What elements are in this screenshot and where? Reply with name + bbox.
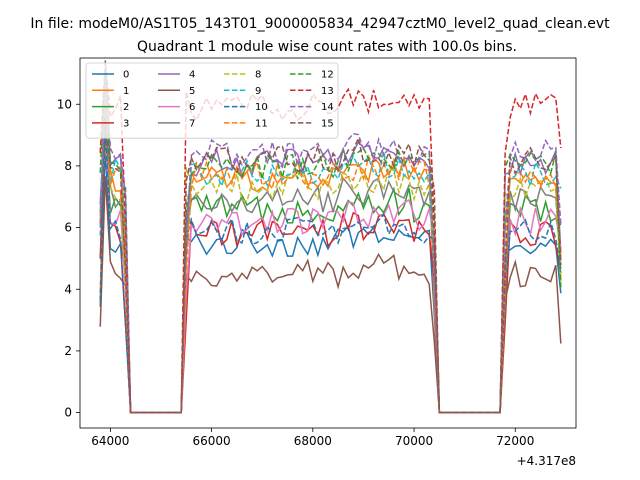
legend-label-2: 2 <box>123 102 129 113</box>
legend-label-9: 9 <box>255 86 261 97</box>
legend-label-3: 3 <box>123 118 129 129</box>
series-layer <box>99 59 562 414</box>
legend-label-6: 6 <box>189 102 195 113</box>
legend-label-11: 11 <box>255 118 268 129</box>
chart-title: Quadrant 1 module wise count rates with … <box>137 39 517 55</box>
x-tick-label: 64000 <box>91 434 129 448</box>
y-tick-label: 10 <box>57 97 72 111</box>
x-tick-label: 70000 <box>395 434 433 448</box>
legend-label-14: 14 <box>321 102 334 113</box>
legend-label-1: 1 <box>123 86 129 97</box>
x-offset-label: +4.317e8 <box>517 454 576 468</box>
legend-label-8: 8 <box>255 70 261 81</box>
legend-label-13: 13 <box>321 86 334 97</box>
legend-label-10: 10 <box>255 102 268 113</box>
legend-label-0: 0 <box>123 70 129 81</box>
legend-label-15: 15 <box>321 118 334 129</box>
x-tick-label: 68000 <box>294 434 332 448</box>
x-axis: 64000 66000 68000 70000 72000 <box>91 428 534 448</box>
y-axis: 0 2 4 6 8 10 <box>57 97 80 420</box>
x-tick-label: 66000 <box>192 434 230 448</box>
figure-suptitle: In file: modeM0/AS1T05_143T01_9000005834… <box>30 16 610 32</box>
legend-box <box>85 62 339 139</box>
legend-label-7: 7 <box>189 118 195 129</box>
legend-label-5: 5 <box>189 86 195 97</box>
plot-frame <box>79 57 577 429</box>
x-tick-label: 72000 <box>496 434 534 448</box>
y-tick-label: 4 <box>64 282 72 296</box>
legend-label-12: 12 <box>321 70 334 81</box>
series-line-15 <box>99 116 562 414</box>
y-tick-label: 0 <box>64 406 72 420</box>
y-tick-label: 2 <box>64 344 72 358</box>
legend-label-4: 4 <box>189 70 195 81</box>
y-tick-label: 8 <box>64 159 72 173</box>
y-tick-label: 6 <box>64 221 72 235</box>
